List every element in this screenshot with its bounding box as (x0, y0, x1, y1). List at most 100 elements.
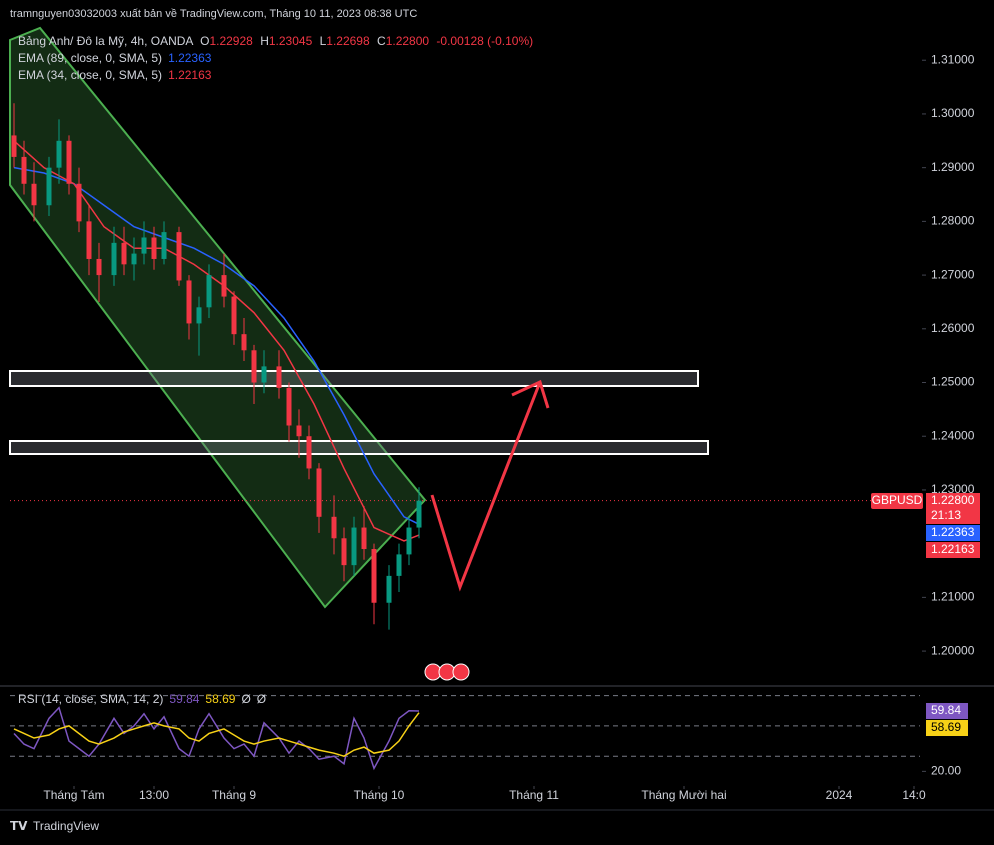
ema34-legend: EMA (34, close, 0, SMA, 5) 1.22163 (18, 68, 212, 82)
x-tick-label: 13:00 (139, 788, 169, 802)
ema89-box (926, 525, 980, 541)
y-tick-label: 1.29000 (931, 160, 975, 174)
rsi-extra: Ø (257, 692, 266, 706)
candle-body (361, 527, 367, 550)
y-tick-label: 1.24000 (931, 428, 975, 442)
candle-body (286, 387, 292, 426)
rsi-line (13, 706, 420, 771)
l: 1.22698 (326, 34, 370, 48)
rsi-ma-box (926, 720, 968, 736)
candle-body (31, 183, 37, 206)
x-tick-label: 14:0 (902, 788, 926, 802)
candle-body (96, 258, 102, 276)
candle-body (341, 538, 347, 566)
candle-body (131, 253, 137, 265)
x-tick-label: Tháng 9 (212, 788, 256, 802)
zone (9, 440, 709, 455)
rsi-value: 59.84 (169, 692, 199, 706)
rsi-ma-value: 58.69 (205, 692, 235, 706)
ema89-legend: EMA (89, close, 0, SMA, 5) 1.22363 (18, 51, 212, 65)
candle-body (386, 575, 392, 603)
y-tick-label: 1.25000 (931, 375, 975, 389)
h-key: H (260, 34, 269, 48)
candle-body (111, 242, 117, 276)
candle-body (241, 334, 247, 351)
candle-body (306, 436, 312, 469)
symbol-box (871, 493, 923, 509)
candle-body (21, 156, 27, 184)
candle-body (231, 296, 237, 335)
candle-body (406, 527, 412, 555)
footer: TradingView (33, 819, 99, 833)
footer-logo: 𝗧𝗩 (10, 819, 28, 833)
last-box (926, 493, 980, 524)
legend: Bảng Anh/ Đô la Mỹ, 4h, OANDA O1.22928 H… (18, 34, 533, 48)
candle-body (46, 167, 52, 206)
ema89-label: 1.22363 (931, 525, 975, 539)
x-tick-label: 2024 (826, 788, 853, 802)
rsi-line (13, 712, 420, 758)
candle-body (186, 280, 192, 324)
candle-body (196, 307, 202, 324)
l-key: L (320, 34, 327, 48)
candle-body (86, 221, 92, 259)
h: 1.23045 (269, 34, 313, 48)
symbol-label: GBPUSD (872, 493, 923, 507)
candle-body (141, 237, 147, 254)
y-tick-label: 1.31000 (931, 52, 975, 66)
y-tick-label: 20.00 (931, 764, 961, 778)
candle-body (251, 350, 257, 383)
candle-body (221, 275, 227, 297)
last-label: 1.22800 (931, 493, 975, 507)
candle-body (176, 232, 182, 281)
candle-body (66, 140, 72, 184)
candle-body (276, 366, 282, 388)
rsi-extra: Ø (241, 692, 250, 706)
c: 1.22800 (386, 34, 430, 48)
y-tick-label: 1.21000 (931, 590, 975, 604)
rsi-label: 59.84 (931, 703, 961, 717)
symbol: Bảng Anh/ Đô la Mỹ, 4h, OANDA (18, 34, 193, 48)
candle-body (316, 468, 322, 517)
arrow (430, 381, 542, 592)
countdown: 21:13 (931, 508, 961, 522)
c-key: C (377, 34, 386, 48)
ema34-name: EMA (34, close, 0, SMA, 5) (18, 68, 162, 82)
ema89-value: 1.22363 (168, 51, 212, 65)
o: 1.22928 (209, 34, 253, 48)
y-tick-label: 1.26000 (931, 321, 975, 335)
candle-body (151, 237, 157, 259)
candle-body (11, 135, 17, 157)
rsi-legend: RSI (14, close, SMA, 14, 2) 59.84 58.69 Ø Ø (18, 692, 266, 706)
y-tick-label: 1.27000 (931, 267, 975, 281)
ema34-value: 1.22163 (168, 68, 212, 82)
ema34-label: 1.22163 (931, 542, 975, 556)
candle-body (416, 500, 422, 528)
candle-body (206, 275, 212, 308)
publisher: tramnguyen03032003 xuất bản về TradingVi… (10, 8, 417, 20)
candle-body (396, 554, 402, 576)
candle-body (76, 183, 82, 222)
x-tick-label: Tháng Tám (43, 788, 104, 802)
y-tick-label: 1.23000 (931, 482, 975, 496)
candle-body (56, 140, 62, 168)
candle-body (261, 366, 267, 383)
y-tick-label: 1.28000 (931, 214, 975, 228)
candle-body (331, 516, 337, 539)
x-tick-label: Tháng 11 (509, 788, 559, 802)
x-tick-label: Tháng Mười hai (641, 788, 726, 802)
rsi-name: RSI (14, close, SMA, 14, 2) (18, 692, 163, 706)
candle-body (371, 549, 377, 603)
event-icons (424, 663, 470, 681)
x-tick-label: Tháng 10 (354, 788, 405, 802)
rsi-box (926, 703, 968, 719)
arrow-head (511, 379, 550, 409)
o-key: O (200, 34, 209, 48)
candle-body (296, 425, 302, 437)
y-tick-label: 1.20000 (931, 643, 975, 657)
candle-body (121, 242, 127, 265)
y-tick-label: 1.30000 (931, 106, 975, 120)
zone (9, 370, 699, 387)
